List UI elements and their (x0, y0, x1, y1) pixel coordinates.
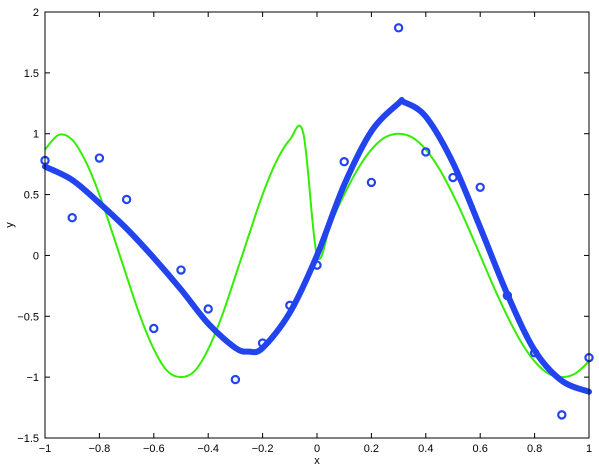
x-axis-label: x (314, 455, 320, 467)
x-tick-label: 0.4 (418, 443, 433, 455)
y-tick-label: −1.5 (17, 433, 39, 445)
data-point (529, 348, 540, 358)
y-tick-label: 0 (33, 250, 39, 262)
y-tick-label: 0.5 (24, 190, 39, 202)
curves-layer (42, 97, 592, 395)
data-point (285, 300, 295, 311)
y-tick-label: 1.5 (24, 68, 39, 80)
x-tick-label: −0.6 (143, 443, 165, 455)
y-tick-label: −1 (26, 372, 39, 384)
data-point (230, 374, 241, 385)
data-point (557, 410, 567, 420)
data-point (502, 290, 513, 301)
x-tick-label: −0.2 (252, 443, 274, 455)
y-axis: −1.5 −1 −0.5 0 0.5 1 1.5 2 (17, 7, 589, 445)
data-point (475, 182, 485, 192)
data-point (339, 157, 349, 167)
y-tick-label: −0.5 (17, 311, 39, 323)
data-point (67, 212, 77, 223)
data-point (176, 265, 186, 275)
data-point (448, 172, 458, 183)
y-tick-label: 2 (33, 7, 39, 19)
x-tick-label: −0.8 (89, 443, 111, 455)
data-point (203, 304, 213, 314)
data-point (257, 338, 268, 348)
x-tick-label: 0.8 (527, 443, 542, 455)
data-point (312, 260, 322, 270)
x-axis: −1 −0.8 −0.6 −0.4 −0.2 0 0.2 0.4 0.6 0.8 1 (39, 12, 592, 455)
data-point (366, 177, 377, 188)
data-point (421, 147, 431, 157)
x-tick-label: 0.2 (364, 443, 379, 455)
points-layer (40, 23, 594, 420)
x-tick-label: 0.6 (473, 443, 488, 455)
data-point (94, 153, 105, 163)
data-point (393, 23, 404, 33)
true-function-line (44, 124, 590, 379)
y-axis-label: y (4, 222, 16, 228)
x-tick-label: 0 (314, 443, 320, 455)
x-tick-label: 1 (586, 443, 592, 455)
x-tick-label: −0.4 (197, 443, 219, 455)
y-tick-label: 1 (33, 129, 39, 141)
data-point (121, 194, 132, 205)
data-point (149, 323, 159, 334)
plot-background (45, 12, 589, 438)
fitted-curve-line (42, 97, 592, 395)
x-tick-label: −1 (39, 443, 52, 455)
